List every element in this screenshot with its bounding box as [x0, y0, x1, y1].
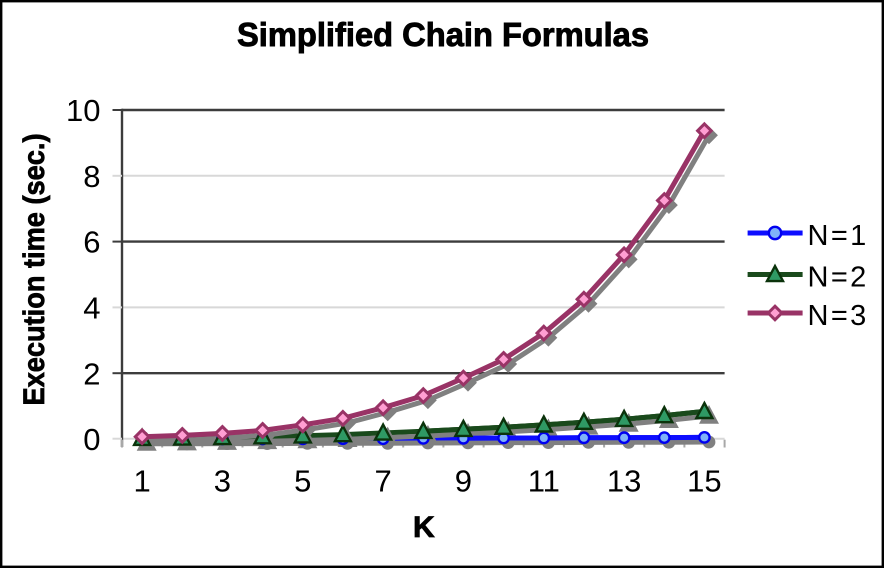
svg-text:7: 7	[374, 464, 391, 499]
svg-text:6: 6	[83, 225, 100, 260]
svg-text:Execution time (sec.): Execution time (sec.)	[18, 134, 51, 406]
svg-text:9: 9	[455, 464, 472, 499]
svg-text:1: 1	[133, 464, 150, 499]
svg-text:5: 5	[294, 464, 311, 499]
svg-text:3: 3	[214, 464, 231, 499]
svg-text:K: K	[413, 511, 435, 544]
svg-text:2: 2	[83, 356, 100, 391]
svg-text:N=1: N=1	[808, 220, 869, 252]
svg-text:15: 15	[687, 464, 721, 499]
svg-text:8: 8	[83, 159, 100, 194]
svg-text:4: 4	[83, 291, 100, 326]
svg-text:Simplified Chain Formulas: Simplified Chain Formulas	[237, 16, 649, 53]
svg-text:13: 13	[607, 464, 641, 499]
svg-text:11: 11	[528, 464, 560, 499]
svg-text:N=2: N=2	[808, 262, 869, 294]
svg-text:0: 0	[83, 422, 100, 457]
svg-text:10: 10	[66, 93, 100, 128]
svg-text:N=3: N=3	[808, 300, 869, 332]
